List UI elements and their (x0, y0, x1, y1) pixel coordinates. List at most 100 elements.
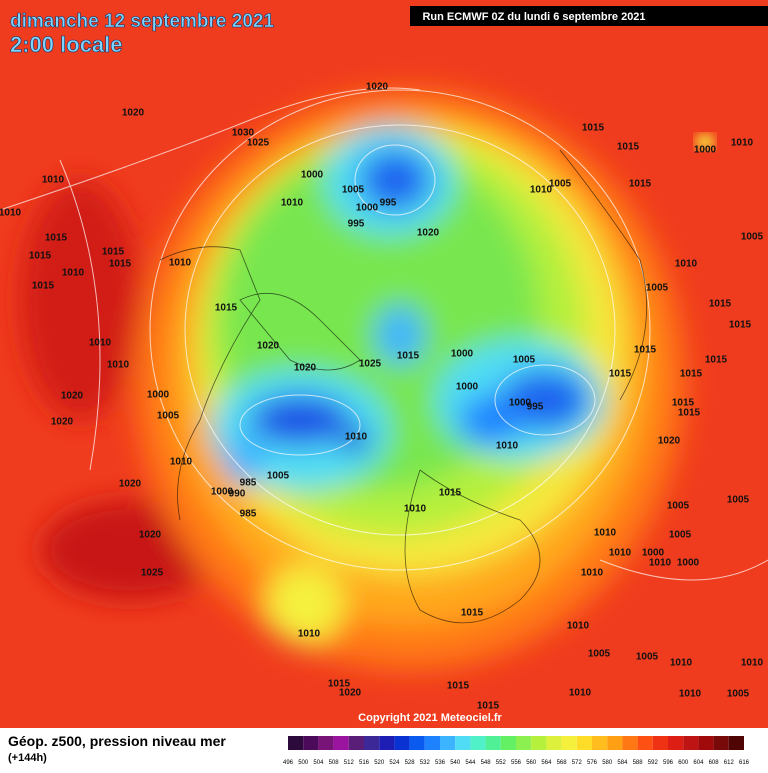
pressure-label: 1020 (417, 228, 440, 239)
pressure-label: 1030 (232, 128, 255, 139)
pressure-label: 1015 (439, 488, 462, 499)
scale-label: 612 (724, 760, 735, 766)
pressure-label: 1015 (102, 247, 125, 258)
pressure-label: 1005 (667, 501, 690, 512)
pressure-label: 1020 (294, 363, 317, 374)
scale-label: 616 (739, 760, 750, 766)
scale-label: 560 (526, 760, 537, 766)
scale-swatch (531, 736, 547, 750)
scale-swatch (303, 736, 319, 750)
color-scale: 496 500 504 508 512 516 520 524 528 532 536 540 544 5… (283, 736, 750, 766)
pressure-label: 1015 (629, 179, 652, 190)
pressure-label: 1005 (727, 495, 750, 506)
scale-swatch (364, 736, 380, 750)
scale-swatch (333, 736, 349, 750)
pressure-label: 1010 (741, 658, 764, 669)
scale-swatch (698, 736, 714, 750)
pressure-label: 1005 (646, 283, 669, 294)
scale-swatch (318, 736, 334, 750)
pressure-label: 1010 (89, 338, 112, 349)
pressure-label: 1020 (122, 108, 145, 119)
pressure-label: 1010 (670, 658, 693, 669)
scale-label: 536 (435, 760, 446, 766)
pressure-label: 1010 (530, 185, 553, 196)
pressure-label: 1015 (617, 142, 640, 153)
pressure-label: 1000 (509, 398, 532, 409)
scale-label: 564 (541, 760, 552, 766)
pressure-label: 1000 (694, 145, 717, 156)
pressure-label: 1020 (339, 688, 362, 699)
scale-label: 544 (465, 760, 476, 766)
pressure-label: 1005 (342, 185, 365, 196)
pressure-label: 1025 (247, 138, 270, 149)
scale-swatch (576, 736, 592, 750)
scale-label: 592 (648, 760, 659, 766)
pressure-label: 1005 (636, 652, 659, 663)
pressure-label: 1015 (461, 608, 484, 619)
scale-label: 552 (496, 760, 507, 766)
pressure-label: 1025 (359, 359, 382, 370)
pressure-label: 995 (380, 198, 397, 209)
scale-label: 608 (709, 760, 720, 766)
scale-label: 516 (359, 760, 370, 766)
pressure-label: 1000 (356, 203, 379, 214)
scale-swatch (485, 736, 501, 750)
pressure-label: 985 (240, 478, 257, 489)
scale-label: 524 (389, 760, 400, 766)
scale-label: 596 (663, 760, 674, 766)
coastlines (159, 149, 648, 624)
pressure-label: 1020 (119, 479, 142, 490)
pressure-label: 1015 (678, 408, 701, 419)
pressure-label: 1010 (679, 689, 702, 700)
scale-swatch (379, 736, 395, 750)
pressure-label: 1020 (139, 530, 162, 541)
pressure-label: 1010 (42, 175, 65, 186)
pressure-label: 1000 (456, 382, 479, 393)
pressure-label: 1000 (147, 390, 170, 401)
pressure-label: 1015 (729, 320, 752, 331)
run-info: Run ECMWF 0Z du lundi 6 septembre 2021 (422, 11, 645, 23)
scale-label: 532 (420, 760, 431, 766)
pressure-label: 1010 (609, 548, 632, 559)
scale-swatch (440, 736, 456, 750)
scale-label: 600 (678, 760, 689, 766)
pressure-label: 1000 (301, 170, 324, 181)
pressure-label: 1020 (61, 391, 84, 402)
pressure-label: 1015 (447, 681, 470, 692)
pressure-label: 1015 (705, 355, 728, 366)
scale-label: 580 (602, 760, 613, 766)
pressure-label: 995 (348, 219, 365, 230)
scale-label: 512 (344, 760, 355, 766)
pressure-label: 1010 (404, 504, 427, 515)
pressure-label: 1010 (567, 621, 590, 632)
pressure-label: 1005 (549, 179, 572, 190)
pressure-label: 995 (527, 402, 544, 413)
scale-label: 504 (313, 760, 324, 766)
pressure-label: 1020 (257, 341, 280, 352)
copyright: Copyright 2021 Meteociel.fr (358, 712, 502, 724)
legend-title: Géop. z500, pression niveau mer (8, 733, 226, 749)
pressure-label: 1010 (569, 688, 592, 699)
lead-time: (+144h) (8, 752, 47, 764)
pressure-label: 1010 (345, 432, 368, 443)
pressure-label: 1000 (211, 487, 234, 498)
scale-swatch (637, 736, 653, 750)
pressure-label: 1010 (170, 457, 193, 468)
scale-swatch (652, 736, 668, 750)
pressure-label: 1010 (281, 198, 304, 209)
pressure-label: 1010 (298, 629, 321, 640)
scale-swatch (500, 736, 516, 750)
pressure-label: 1005 (267, 471, 290, 482)
pressure-label: 1015 (328, 679, 351, 690)
pressure-label: 1010 (496, 441, 519, 452)
scale-label: 540 (450, 760, 461, 766)
scale-swatch (470, 736, 486, 750)
pressure-label: 985 (240, 509, 257, 520)
scale-label: 500 (298, 760, 309, 766)
scale-label: 496 (283, 760, 294, 766)
scale-swatch (516, 736, 532, 750)
pressure-label: 1010 (731, 138, 754, 149)
scale-label: 588 (633, 760, 644, 766)
scale-swatch (668, 736, 684, 750)
